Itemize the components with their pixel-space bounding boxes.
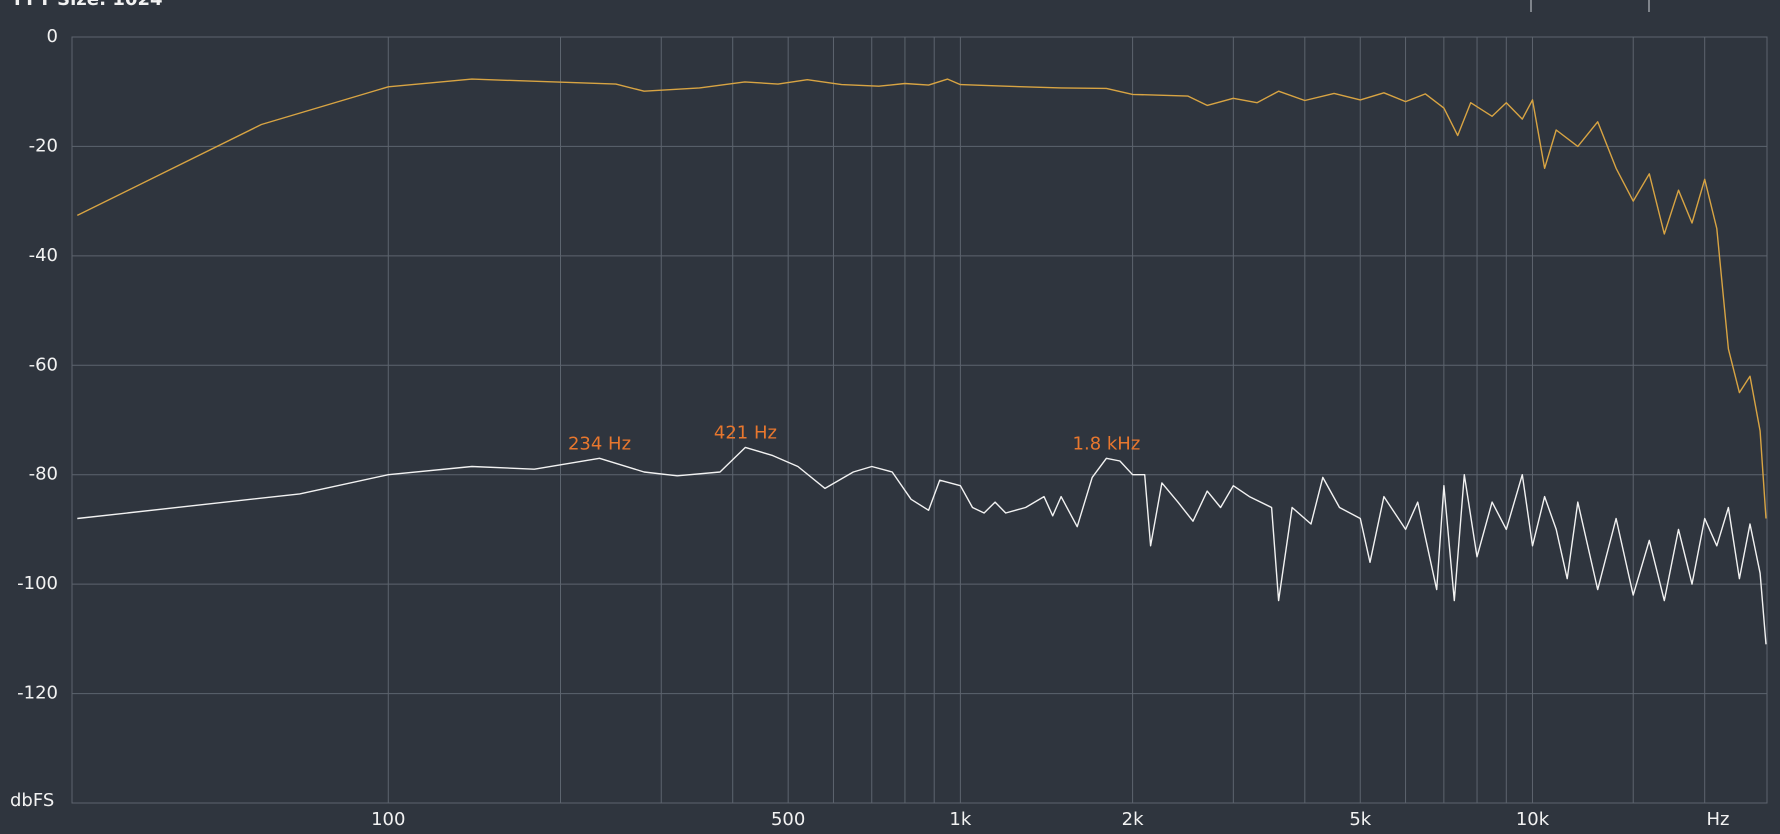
y-tick-label: -80 bbox=[29, 464, 58, 485]
x-tick-label: 100 bbox=[371, 809, 405, 830]
y-tick-label: -40 bbox=[29, 245, 58, 266]
y-tick-label: -120 bbox=[17, 683, 58, 704]
peak-label: 421 Hz bbox=[714, 422, 777, 443]
x-tick-label: 1k bbox=[949, 809, 971, 830]
spectrum-line bbox=[77, 446, 1767, 645]
x-tick-label: 2k bbox=[1122, 809, 1144, 830]
x-axis-label: Hz bbox=[1707, 809, 1730, 830]
y-axis-label: dbFS bbox=[10, 790, 54, 811]
x-tick-label: 500 bbox=[771, 809, 805, 830]
spectrum-line bbox=[76, 78, 1767, 519]
x-tick-label: 10k bbox=[1516, 809, 1550, 830]
fft-size-title: FFT Size: 1024 bbox=[14, 0, 163, 10]
x-tick-label: 5k bbox=[1349, 809, 1371, 830]
y-tick-label: -60 bbox=[29, 354, 58, 375]
y-tick-label: -100 bbox=[17, 573, 58, 594]
y-tick-label: -20 bbox=[29, 135, 58, 156]
peak-label: 234 Hz bbox=[568, 433, 631, 454]
peak-label: 1.8 kHz bbox=[1073, 433, 1141, 454]
y-tick-label: 0 bbox=[47, 26, 58, 47]
